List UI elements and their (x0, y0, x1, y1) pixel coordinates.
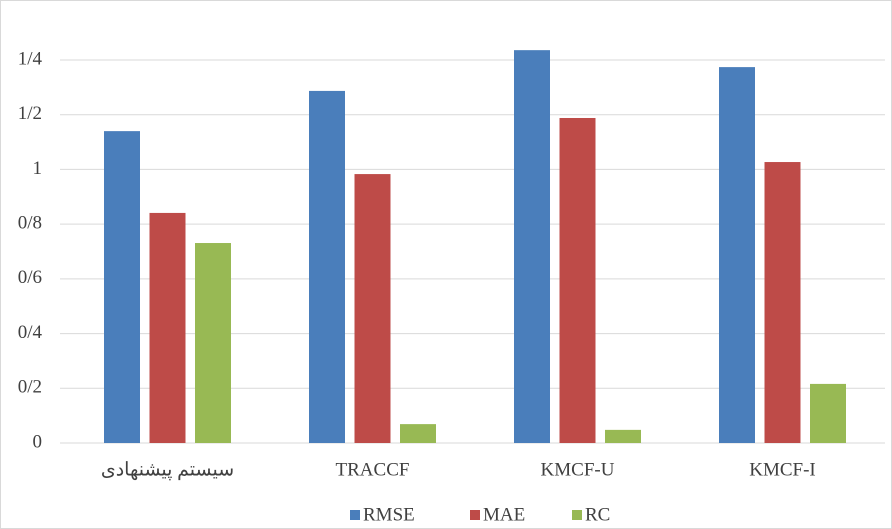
y-tick-label: 0/6 (18, 267, 42, 288)
bar (400, 424, 436, 443)
bar (149, 212, 186, 443)
x-tick-label: KMCF-I (749, 459, 816, 480)
x-tick-label: TRACCF (336, 459, 410, 480)
legend-label: RMSE (363, 504, 415, 525)
bar (309, 90, 345, 443)
y-tick-label: 0/4 (18, 322, 43, 343)
y-tick-label: 0 (33, 431, 43, 452)
y-tick-label: 1/4 (18, 48, 43, 69)
x-tick-label: سیستم پیشنهادی (101, 459, 234, 480)
legend-swatch (470, 510, 480, 520)
x-tick-label: KMCF-U (541, 459, 615, 480)
y-tick-label: 1 (33, 158, 43, 179)
legend-label: MAE (483, 504, 525, 525)
legend-swatch (350, 510, 360, 520)
y-tick-label: 0/2 (18, 377, 42, 398)
bar (605, 429, 641, 443)
bar (810, 383, 846, 443)
bar (719, 67, 755, 443)
legend-swatch (572, 510, 582, 520)
bar (514, 50, 550, 443)
bar (559, 117, 596, 444)
legend-label: RC (585, 504, 610, 525)
y-tick-label: 0/8 (18, 213, 42, 234)
y-tick-label: 1/2 (18, 103, 42, 124)
bar (195, 243, 231, 443)
bar (764, 162, 801, 443)
bar (104, 131, 140, 443)
bar (354, 174, 391, 443)
